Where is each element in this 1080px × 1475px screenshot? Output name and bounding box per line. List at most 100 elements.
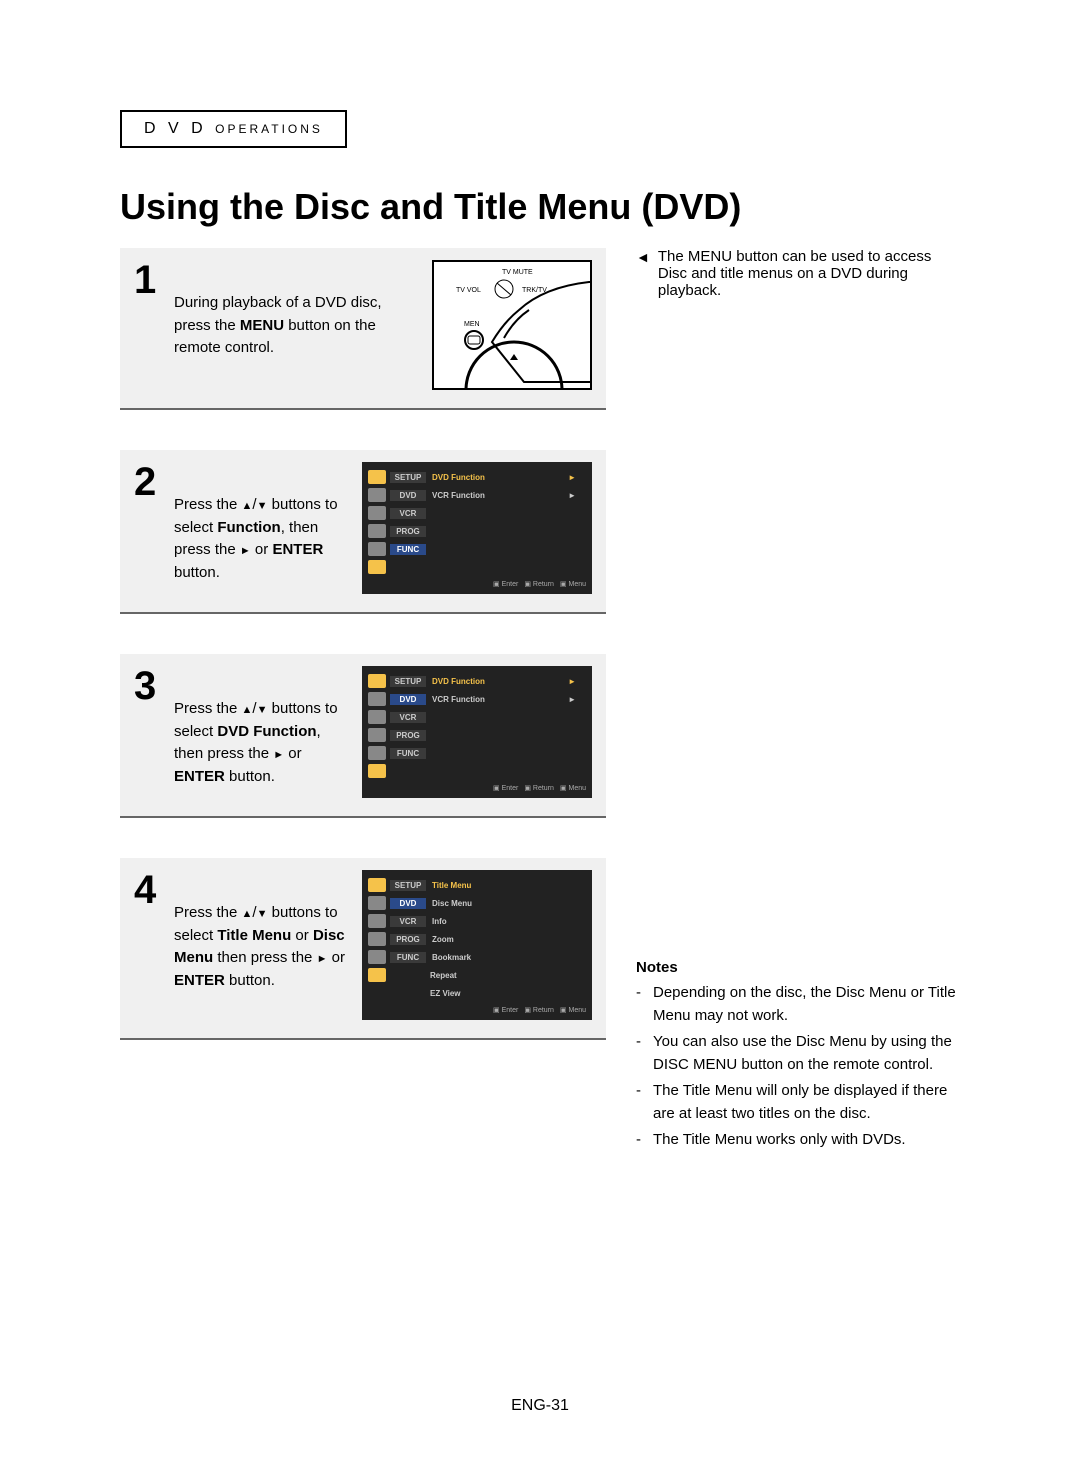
osd-option: Bookmark <box>432 953 586 962</box>
osd-option: Info <box>432 917 586 926</box>
gear-icon <box>368 470 386 484</box>
osd-tab: DVD <box>390 898 426 909</box>
disc-icon <box>368 692 386 706</box>
down-icon <box>257 496 268 513</box>
foot-enter: Enter <box>493 1006 518 1014</box>
t: Press the <box>174 904 242 921</box>
osd-tab: PROG <box>390 526 426 537</box>
func-icon <box>368 950 386 964</box>
tape-icon <box>368 710 386 724</box>
osd-tab: FUNC <box>390 748 426 759</box>
osd-tab: VCR <box>390 508 426 519</box>
up-icon <box>242 700 253 717</box>
content-columns: 1 During playback of a DVD disc, press t… <box>120 248 960 1156</box>
section-header-box: D V D OPERATIONS <box>120 110 347 148</box>
step-number: 2 <box>134 462 160 502</box>
gear-icon <box>368 878 386 892</box>
osd-footer: EnterReturnMenu <box>368 580 586 588</box>
down-icon <box>257 700 268 717</box>
osd-option-label: DVD Function <box>432 677 485 686</box>
left-column: 1 During playback of a DVD disc, press t… <box>120 248 606 1080</box>
label-tv-vol: TV VOL <box>456 287 481 294</box>
intro-paragraph: The MENU button can be used to access Di… <box>636 248 960 299</box>
intro-text: The MENU button can be used to access Di… <box>658 248 960 299</box>
step-text: Press the / buttons to select Title Menu… <box>174 870 348 992</box>
osd-tab: FUNC <box>390 544 426 555</box>
foot-menu: Menu <box>560 784 586 792</box>
osd-option: Zoom <box>432 935 586 944</box>
page-root: D V D OPERATIONS Using the Disc and Titl… <box>0 0 1080 1156</box>
osd-option: DVD Function► <box>432 677 586 686</box>
t: or <box>251 541 273 558</box>
t: DVD Function <box>217 723 316 740</box>
notes-text: The Title Menu will only be displayed if… <box>653 1080 960 1125</box>
up-icon <box>242 496 253 513</box>
func-icon <box>368 746 386 760</box>
clock-icon <box>368 524 386 538</box>
notes-item: You can also use the Disc Menu by using … <box>636 1031 960 1076</box>
notes-list: Depending on the disc, the Disc Menu or … <box>636 982 960 1152</box>
osd-tab: PROG <box>390 730 426 741</box>
osd-option: DVD Function► <box>432 473 586 482</box>
step-number: 1 <box>134 260 160 300</box>
step-text: Press the / buttons to select DVD Functi… <box>174 666 348 788</box>
section-label-sub: OPERATIONS <box>215 122 323 136</box>
notes-title: Notes <box>636 959 960 976</box>
notes-text: Depending on the disc, the Disc Menu or … <box>653 982 960 1027</box>
clock-icon <box>368 932 386 946</box>
notes-text: The Title Menu works only with DVDs. <box>653 1129 906 1152</box>
osd-tab: VCR <box>390 712 426 723</box>
gear-icon <box>368 674 386 688</box>
step-2: 2 Press the / buttons to select Function… <box>120 450 606 614</box>
t: button. <box>225 972 275 989</box>
osd-option: Repeat <box>430 971 586 980</box>
t: or <box>284 745 302 762</box>
page-title: Using the Disc and Title Menu (DVD) <box>120 186 960 228</box>
osd-screenshot-4: SETUPTitle Menu DVDDisc Menu VCRInfo PRO… <box>362 870 592 1020</box>
right-icon <box>317 949 328 966</box>
osd-footer: Enter Return Menu <box>368 1006 586 1014</box>
section-label-main: D V D <box>144 120 207 137</box>
t: then press the <box>213 949 316 966</box>
hand-icon <box>368 560 386 574</box>
osd-tab: DVD <box>390 694 426 705</box>
t: or <box>327 949 345 966</box>
step-text: Press the / buttons to select Function, … <box>174 462 348 584</box>
step-text-bold: MENU <box>240 317 284 334</box>
label-menu: MEN <box>464 321 480 328</box>
notes-item: The Title Menu works only with DVDs. <box>636 1129 960 1152</box>
notes-text: You can also use the Disc Menu by using … <box>653 1031 960 1076</box>
t: ENTER <box>174 972 225 989</box>
t: ENTER <box>272 541 323 558</box>
disc-icon <box>368 488 386 502</box>
step-text: During playback of a DVD disc, press the… <box>174 260 418 360</box>
step-number: 3 <box>134 666 160 706</box>
foot-menu: Menu <box>560 1006 586 1014</box>
foot-return: Return <box>524 784 554 792</box>
foot-enter: Enter <box>493 580 518 588</box>
foot-return: Return <box>524 1006 554 1014</box>
page-number: ENG-31 <box>0 1397 1080 1415</box>
osd-tab: SETUP <box>390 880 426 891</box>
notes-item: Depending on the disc, the Disc Menu or … <box>636 982 960 1027</box>
osd-footer: EnterReturnMenu <box>368 784 586 792</box>
foot-return: Return <box>524 580 554 588</box>
t: ENTER <box>174 768 225 785</box>
t: Press the <box>174 700 242 717</box>
up-icon <box>242 904 253 921</box>
osd-tab: SETUP <box>390 676 426 687</box>
hand-icon <box>368 968 386 982</box>
osd-tab: SETUP <box>390 472 426 483</box>
right-icon <box>273 745 284 762</box>
osd-option: VCR Function► <box>432 491 586 500</box>
t: Title Menu <box>217 927 291 944</box>
t: button. <box>225 768 275 785</box>
osd-option-label: VCR Function <box>432 491 485 500</box>
osd-option: Disc Menu <box>432 899 586 908</box>
osd-screenshot-3: SETUPDVD Function► DVDVCR Function► VCR … <box>362 666 592 798</box>
hand-icon <box>368 764 386 778</box>
tape-icon <box>368 506 386 520</box>
osd-tab: DVD <box>390 490 426 501</box>
left-arrow-icon <box>636 248 650 299</box>
osd-tab: FUNC <box>390 952 426 963</box>
